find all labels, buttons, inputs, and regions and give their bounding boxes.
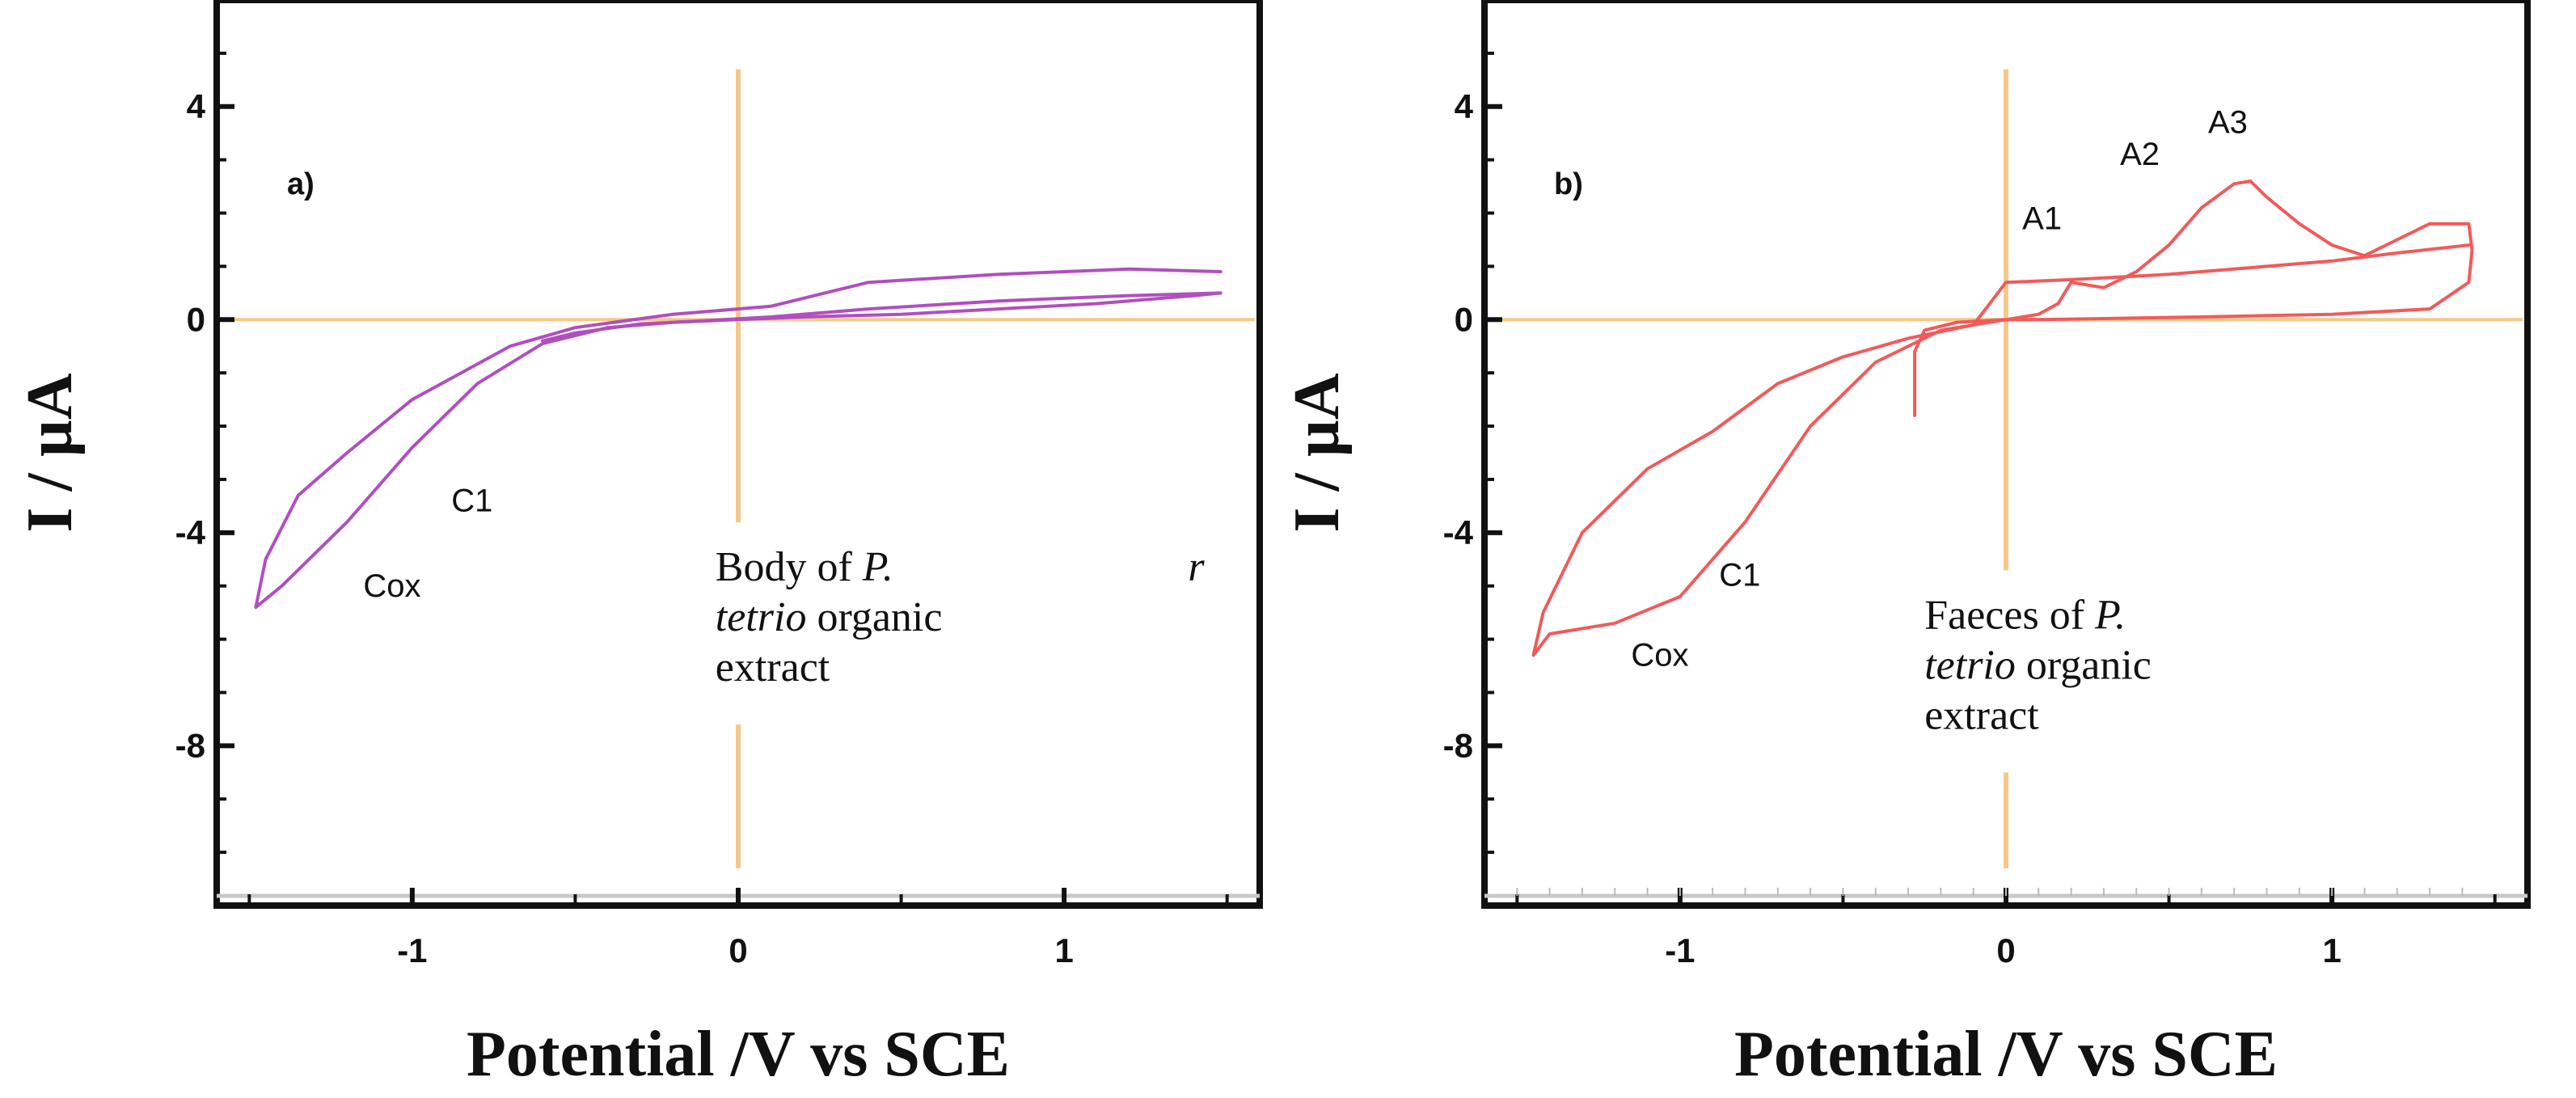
panel-b: 4 0 -4 -8 -1 0 1 b) A1 A2 A3 C1 Cox Faeces of … bbox=[1282, 0, 2531, 1090]
panel-a-y-tick-label: 0 bbox=[187, 300, 205, 338]
panel-b-annotation-c1: C1 bbox=[1719, 558, 1760, 593]
panel-a: 4 0 -4 -8 -1 0 1 a) C1 Cox Body of P. tetrio o… bbox=[15, 0, 1263, 1090]
panel-b-label-background bbox=[1915, 570, 2336, 773]
panel-a-cycle-2-line bbox=[541, 291, 1223, 343]
panel-b-sample-label: Faeces of P. tetrio organic extract bbox=[1924, 592, 2162, 738]
panel-b-x-tick-label: 1 bbox=[2322, 931, 2341, 969]
panel-a-y-tick-label: -4 bbox=[175, 513, 206, 551]
panel-b-annotation-a2: A2 bbox=[2120, 137, 2160, 172]
panel-a-annotation-cox: Cox bbox=[363, 568, 420, 604]
panel-a-y-tick-label: -8 bbox=[175, 726, 205, 764]
panel-a-series-group bbox=[254, 267, 1223, 610]
panel-b-annotation-a1: A1 bbox=[2022, 201, 2062, 236]
panel-b-x-tick-label: 0 bbox=[1996, 931, 2015, 969]
panel-a-y-tick-label: 4 bbox=[187, 87, 206, 125]
panel-b-annotation-cox: Cox bbox=[1631, 638, 1688, 674]
panel-a-label: a) bbox=[287, 167, 315, 201]
panel-b-sample-line2: tetrio organic bbox=[1924, 642, 2152, 688]
panel-a-y-axis-title: I / µA bbox=[15, 373, 86, 532]
panel-a-label-background bbox=[705, 522, 1126, 725]
panel-a-x-tick-label: 1 bbox=[1054, 931, 1073, 969]
panel-a-ticks: 4 0 -4 -8 -1 0 1 bbox=[175, 51, 1229, 969]
panel-a-x-tick-label: -1 bbox=[397, 931, 427, 969]
panel-a-x-axis-title: Potential /V vs SCE bbox=[467, 1019, 1010, 1090]
panel-b-cycle-1-line bbox=[1531, 179, 2474, 657]
panel-a-x-tick-label: 0 bbox=[728, 931, 747, 969]
panel-b-annotation-a3: A3 bbox=[2208, 105, 2248, 141]
panel-b-x-tick-label: -1 bbox=[1665, 931, 1695, 969]
panel-b-ticks: 4 0 -4 -8 -1 0 1 bbox=[1443, 51, 2497, 969]
panel-a-sample-line3: extract bbox=[716, 644, 830, 690]
panel-a-stray-mark: r bbox=[1188, 544, 1205, 590]
panel-b-sample-line1: Faeces of P. bbox=[1924, 592, 2126, 638]
panel-a-sample-line2: tetrio organic bbox=[716, 594, 943, 640]
panel-b-x-axis-title: Potential /V vs SCE bbox=[1734, 1019, 2278, 1090]
panel-b-y-tick-label: -8 bbox=[1443, 726, 1473, 764]
panel-b-label: b) bbox=[1554, 167, 1583, 201]
panel-a-cycle-1-line bbox=[254, 267, 1223, 610]
panel-a-sample-label: Body of P. tetrio organic extract bbox=[716, 544, 953, 690]
panel-a-annotation-c1: C1 bbox=[451, 483, 492, 518]
panel-b-sample-line3: extract bbox=[1924, 692, 2039, 738]
panel-b-y-tick-label: -4 bbox=[1443, 513, 1474, 551]
panel-b-y-tick-label: 4 bbox=[1455, 87, 1474, 125]
panel-a-sample-line1: Body of P. bbox=[716, 544, 893, 590]
panel-b-series-group bbox=[1531, 179, 2474, 657]
panel-b-y-tick-label: 0 bbox=[1455, 300, 1473, 338]
panel-b-y-axis-title: I / µA bbox=[1282, 373, 1353, 532]
